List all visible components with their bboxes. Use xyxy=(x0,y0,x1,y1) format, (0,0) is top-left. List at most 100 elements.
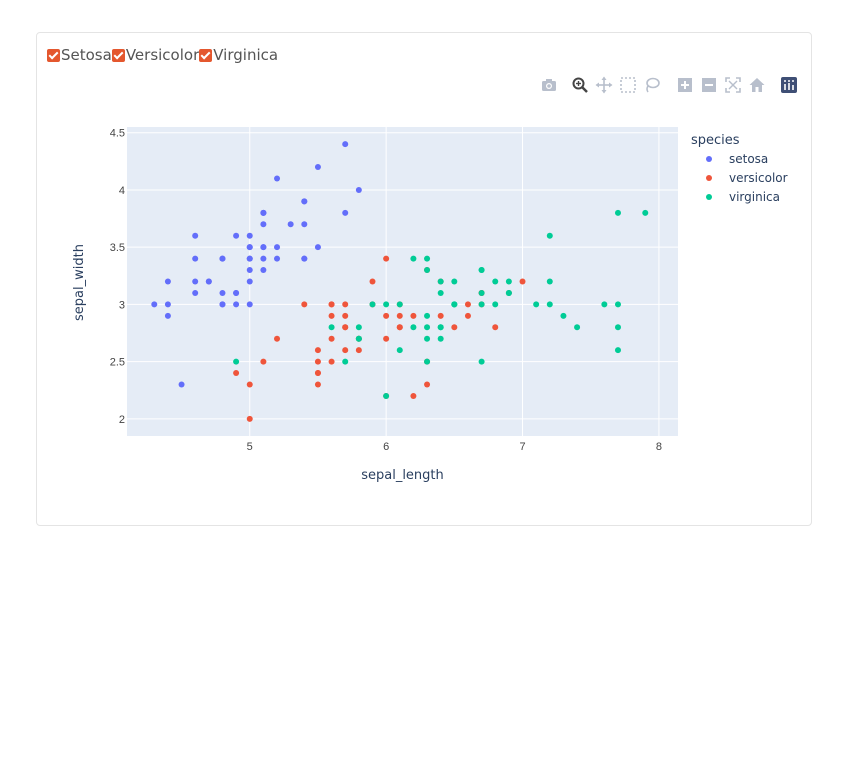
point-virginica xyxy=(410,255,417,262)
point-versicolor xyxy=(464,312,471,319)
point-setosa xyxy=(301,198,308,205)
autoscale-icon[interactable] xyxy=(724,76,742,94)
point-virginica xyxy=(614,209,621,216)
checkbox-checked-icon[interactable] xyxy=(111,48,125,62)
legend-label-setosa: setosa xyxy=(729,152,768,166)
plotly-logo-icon[interactable] xyxy=(780,76,798,94)
point-virginica xyxy=(233,358,240,365)
point-setosa xyxy=(246,267,253,274)
point-versicolor xyxy=(342,312,349,319)
lasso-select-icon[interactable] xyxy=(643,76,661,94)
y-tick-label: 4.5 xyxy=(110,128,125,140)
x-axis-title: sepal_length xyxy=(361,468,444,483)
point-setosa xyxy=(192,232,199,239)
y-tick-label: 2.5 xyxy=(110,357,125,369)
pan-icon[interactable] xyxy=(595,76,613,94)
point-versicolor xyxy=(410,392,417,399)
point-versicolor xyxy=(383,335,390,342)
point-versicolor xyxy=(342,324,349,331)
zoom-icon[interactable] xyxy=(571,76,589,94)
point-setosa xyxy=(246,232,253,239)
point-virginica xyxy=(478,267,485,274)
series-setosa xyxy=(151,141,362,388)
box-select-icon[interactable] xyxy=(619,76,637,94)
point-versicolor xyxy=(314,358,321,365)
point-versicolor xyxy=(464,301,471,308)
point-setosa xyxy=(260,209,267,216)
camera-icon[interactable] xyxy=(540,76,558,94)
point-virginica xyxy=(492,301,499,308)
point-versicolor xyxy=(424,381,431,388)
point-virginica xyxy=(601,301,608,308)
point-versicolor xyxy=(314,370,321,377)
x-tick-label: 5 xyxy=(247,441,253,453)
point-versicolor xyxy=(328,301,335,308)
point-setosa xyxy=(260,267,267,274)
point-setosa xyxy=(301,255,308,262)
point-setosa xyxy=(260,221,267,228)
filter-virginica[interactable]: Virginica xyxy=(199,46,278,64)
point-virginica xyxy=(437,289,444,296)
zoom-out-icon[interactable] xyxy=(700,76,718,94)
checkbox-checked-icon[interactable] xyxy=(47,48,60,62)
point-setosa xyxy=(219,289,226,296)
point-versicolor xyxy=(451,324,458,331)
point-virginica xyxy=(424,324,431,331)
legend-marker-versicolor xyxy=(706,175,712,181)
point-setosa xyxy=(192,278,199,285)
y-tick-label: 3 xyxy=(119,299,125,311)
point-versicolor xyxy=(233,370,240,377)
point-versicolor xyxy=(383,255,390,262)
point-setosa xyxy=(205,278,212,285)
filter-versicolor[interactable]: Versicolor xyxy=(111,46,199,64)
filter-setosa[interactable]: Setosa xyxy=(47,46,112,64)
filter-label-virginica: Virginica xyxy=(213,46,279,64)
point-versicolor xyxy=(383,312,390,319)
point-virginica xyxy=(424,267,431,274)
point-virginica xyxy=(369,301,376,308)
point-setosa xyxy=(164,278,171,285)
zoom-in-icon[interactable] xyxy=(676,76,694,94)
point-setosa xyxy=(314,244,321,251)
point-versicolor xyxy=(396,324,403,331)
point-versicolor xyxy=(342,347,349,354)
point-virginica xyxy=(642,209,649,216)
point-versicolor xyxy=(328,312,335,319)
checkbox-checked-icon[interactable] xyxy=(199,48,213,62)
point-setosa xyxy=(192,289,199,296)
point-setosa xyxy=(355,186,362,193)
point-setosa xyxy=(287,221,294,228)
point-virginica xyxy=(437,278,444,285)
data-points xyxy=(151,141,649,422)
point-versicolor xyxy=(355,347,362,354)
point-versicolor xyxy=(437,312,444,319)
x-tick-label: 6 xyxy=(383,441,389,453)
point-virginica xyxy=(546,278,553,285)
y-axis-ticks: 2 2.5 3 3.5 4 4.5 xyxy=(110,128,125,426)
point-virginica xyxy=(505,289,512,296)
y-tick-label: 4 xyxy=(119,185,125,197)
point-setosa xyxy=(301,221,308,228)
point-virginica xyxy=(478,289,485,296)
point-virginica xyxy=(478,301,485,308)
point-virginica xyxy=(424,255,431,262)
point-virginica xyxy=(478,358,485,365)
home-icon[interactable] xyxy=(748,76,766,94)
point-virginica xyxy=(451,278,458,285)
point-setosa xyxy=(164,312,171,319)
point-virginica xyxy=(533,301,540,308)
species-filter-bar: Setosa Versicolor Virginica xyxy=(47,46,278,64)
point-virginica xyxy=(383,392,390,399)
plot-area[interactable] xyxy=(127,127,678,436)
point-setosa xyxy=(314,164,321,171)
y-tick-label: 3.5 xyxy=(110,242,125,254)
point-setosa xyxy=(233,232,240,239)
point-virginica xyxy=(614,301,621,308)
point-setosa xyxy=(246,255,253,262)
series-virginica xyxy=(233,209,649,399)
point-setosa xyxy=(246,278,253,285)
point-versicolor xyxy=(260,358,267,365)
point-virginica xyxy=(396,347,403,354)
y-tick-label: 2 xyxy=(119,414,125,426)
